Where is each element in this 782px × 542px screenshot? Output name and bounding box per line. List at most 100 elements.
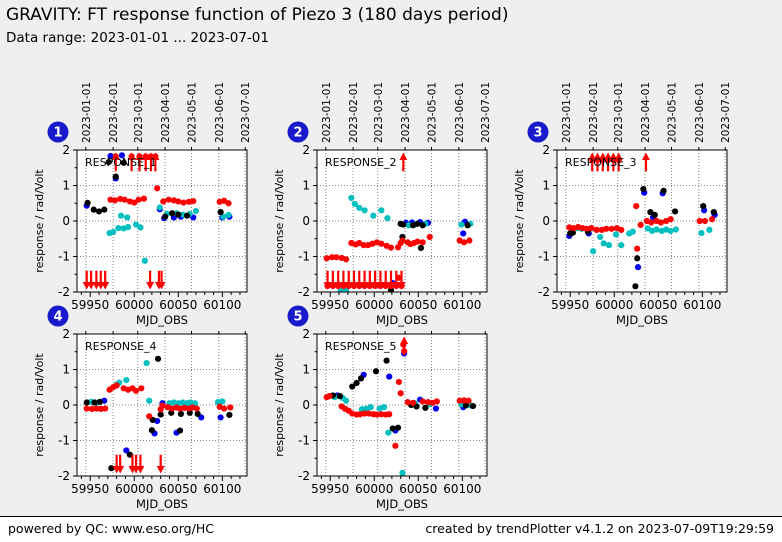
series-cyan xyxy=(337,194,474,292)
data-point xyxy=(618,242,625,249)
subplot-badge-5: 5 xyxy=(287,305,309,327)
up-arrow-icon xyxy=(111,152,120,160)
data-point xyxy=(111,197,118,204)
data-point xyxy=(193,405,200,412)
down-arrow-icon xyxy=(339,282,348,290)
data-point xyxy=(386,411,393,418)
data-point xyxy=(569,229,576,236)
data-point xyxy=(419,239,426,246)
svg-text:-2: -2 xyxy=(298,469,310,483)
down-arrow-icon xyxy=(101,282,110,290)
data-point xyxy=(392,442,399,449)
data-point xyxy=(399,237,406,244)
svg-text:-1: -1 xyxy=(58,434,70,448)
series-black xyxy=(83,355,233,472)
badge-circle-icon xyxy=(287,305,309,327)
data-point xyxy=(180,199,187,206)
data-point xyxy=(460,230,467,237)
data-point xyxy=(634,255,641,262)
data-point xyxy=(227,404,234,411)
date-tick-label: 2023-06-01 xyxy=(454,82,466,143)
data-point xyxy=(667,216,674,223)
up-arrow-icon xyxy=(604,152,613,160)
data-point xyxy=(708,216,716,223)
footer-qc-text: powered by QC: www.eso.org/HC xyxy=(8,521,214,536)
data-point xyxy=(422,404,429,411)
data-point xyxy=(123,447,130,454)
data-point xyxy=(651,211,658,219)
data-point xyxy=(323,255,330,262)
data-point xyxy=(342,397,350,404)
date-tick-label: 2023-06-01 xyxy=(214,82,226,143)
data-point xyxy=(394,424,402,431)
data-point xyxy=(590,248,597,255)
up-arrow-icon xyxy=(400,336,409,344)
date-axis-labels: 2023-01-01 2023-02-01 2023-03-01 2023-04-01… xyxy=(561,82,732,143)
svg-text:59950: 59950 xyxy=(551,298,589,312)
data-point xyxy=(154,355,162,362)
clip-arrows xyxy=(588,152,650,172)
data-points xyxy=(83,152,233,264)
axis-labels: 59950 60000 60050 60100 2 1 0 -1 -2 MJD_OBS respon… xyxy=(33,143,241,327)
svg-text:59950: 59950 xyxy=(311,482,349,496)
data-point xyxy=(102,405,109,412)
series-black xyxy=(84,158,224,220)
data-points xyxy=(566,156,718,290)
data-range-subtitle: Data range: 2023-01-01 ... 2023-07-01 xyxy=(6,30,269,46)
data-point xyxy=(465,397,472,404)
svg-text:1: 1 xyxy=(302,179,310,193)
data-point xyxy=(653,226,660,233)
data-point xyxy=(95,208,103,215)
data-point xyxy=(131,199,138,206)
data-point xyxy=(138,385,145,392)
data-point xyxy=(672,226,680,233)
clip-arrows xyxy=(112,454,165,474)
svg-text:2: 2 xyxy=(302,143,310,157)
date-tick-label: 2023-05-01 xyxy=(187,82,199,143)
svg-text:59950: 59950 xyxy=(71,298,109,312)
down-arrow-icon xyxy=(371,282,380,290)
data-point xyxy=(367,404,374,411)
data-point xyxy=(372,368,380,375)
data-point xyxy=(225,200,232,207)
down-arrow-icon xyxy=(355,282,364,290)
svg-text:2: 2 xyxy=(302,327,310,341)
axis-ticks xyxy=(313,331,486,481)
x-axis-title: MJD_OBS xyxy=(616,313,668,327)
svg-text:1: 1 xyxy=(62,179,70,193)
data-points xyxy=(83,355,234,472)
svg-text:0: 0 xyxy=(62,398,70,412)
data-point xyxy=(357,375,365,382)
data-point xyxy=(91,399,98,406)
svg-text:0: 0 xyxy=(62,214,70,228)
data-point xyxy=(464,222,471,229)
data-point xyxy=(342,256,350,263)
data-point xyxy=(629,228,636,235)
data-point xyxy=(414,220,421,227)
down-arrow-icon xyxy=(381,282,390,290)
data-point xyxy=(169,210,176,217)
data-point xyxy=(706,226,713,233)
data-point xyxy=(383,357,390,364)
data-point xyxy=(146,413,153,420)
badge-number: 2 xyxy=(293,126,302,141)
badge-circle-icon xyxy=(527,121,549,143)
down-arrow-icon xyxy=(156,466,165,474)
down-arrow-icon xyxy=(136,466,145,474)
svg-text:0: 0 xyxy=(302,398,310,412)
up-arrow-icon xyxy=(127,152,136,160)
axis-labels: 59950 60000 60050 60100 2 1 0 -1 -2 MJD_OBS respon… xyxy=(513,143,721,327)
x-axis-title: MJD_OBS xyxy=(376,313,428,327)
data-point xyxy=(605,242,613,249)
svg-text:60100: 60100 xyxy=(683,298,721,312)
data-point xyxy=(342,287,350,292)
svg-text:0: 0 xyxy=(302,214,310,228)
clip-arrows xyxy=(400,336,409,356)
y-axis-title: response / rad/Volt xyxy=(33,353,46,457)
data-point xyxy=(349,383,356,390)
data-point xyxy=(348,194,355,202)
data-points xyxy=(323,341,477,476)
axis-labels: 59950 60000 60050 60100 2 1 0 -1 -2 MJD_OBS respon… xyxy=(33,327,241,511)
badge-circle-icon xyxy=(47,121,69,143)
svg-text:1: 1 xyxy=(542,179,550,193)
